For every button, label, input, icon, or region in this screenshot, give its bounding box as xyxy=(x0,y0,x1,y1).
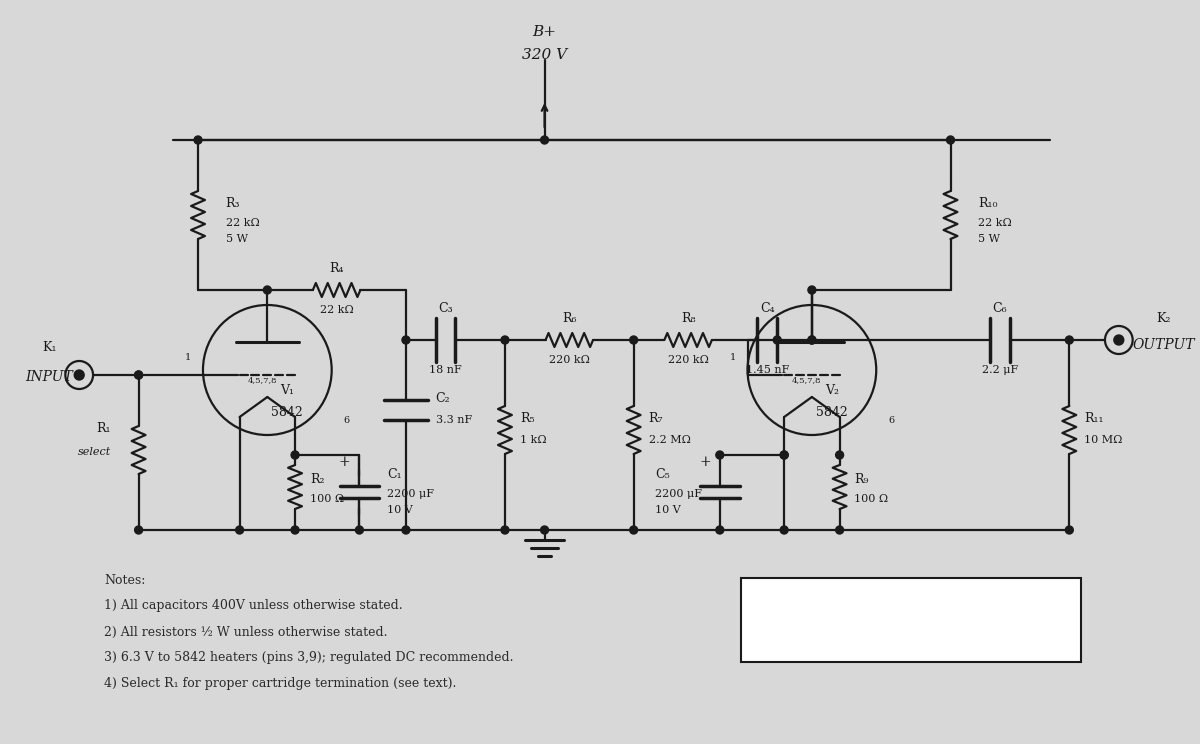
Text: 6: 6 xyxy=(343,415,349,425)
Circle shape xyxy=(630,526,637,534)
Text: INPUT: INPUT xyxy=(25,370,73,384)
Text: 2200 μF: 2200 μF xyxy=(388,489,434,499)
Circle shape xyxy=(355,526,364,534)
Circle shape xyxy=(835,526,844,534)
Circle shape xyxy=(194,136,202,144)
Text: R₆: R₆ xyxy=(562,312,576,324)
Circle shape xyxy=(630,336,637,344)
Text: C₃: C₃ xyxy=(438,301,452,315)
Circle shape xyxy=(773,336,781,344)
Circle shape xyxy=(500,336,509,344)
Text: 1) All capacitors 400V unless otherwise stated.: 1) All capacitors 400V unless otherwise … xyxy=(104,600,402,612)
Text: R₅: R₅ xyxy=(520,411,534,425)
Text: 220 kΩ: 220 kΩ xyxy=(667,355,708,365)
Text: K₁: K₁ xyxy=(42,341,56,353)
Text: 100 Ω: 100 Ω xyxy=(854,494,888,504)
FancyBboxPatch shape xyxy=(740,578,1081,662)
Circle shape xyxy=(540,136,548,144)
Circle shape xyxy=(947,136,954,144)
Text: 10 V: 10 V xyxy=(655,505,682,515)
Text: 220 kΩ: 220 kΩ xyxy=(548,355,589,365)
Text: 5842: 5842 xyxy=(816,405,847,418)
Text: C₅: C₅ xyxy=(655,467,670,481)
Text: select: select xyxy=(78,447,110,457)
Text: 4,5,7,8: 4,5,7,8 xyxy=(247,376,277,384)
Text: 22 kΩ: 22 kΩ xyxy=(978,218,1012,228)
Text: OUTPUT: OUTPUT xyxy=(1132,338,1195,352)
Text: 10 MΩ: 10 MΩ xyxy=(1084,435,1122,445)
Circle shape xyxy=(263,286,271,294)
Text: R₁₁: R₁₁ xyxy=(1084,411,1104,425)
Text: 2) All resistors ½ W unless otherwise stated.: 2) All resistors ½ W unless otherwise st… xyxy=(104,626,388,638)
Text: C₆: C₆ xyxy=(992,301,1007,315)
Text: 2.2 μF: 2.2 μF xyxy=(982,365,1018,375)
Text: C₂: C₂ xyxy=(436,391,450,405)
Circle shape xyxy=(780,451,788,459)
Text: 4) Select R₁ for proper cartridge termination (see text).: 4) Select R₁ for proper cartridge termin… xyxy=(104,678,456,690)
Circle shape xyxy=(780,451,788,459)
Text: R₄: R₄ xyxy=(329,261,344,275)
Text: 1: 1 xyxy=(185,353,191,362)
Circle shape xyxy=(1114,335,1123,345)
Circle shape xyxy=(402,336,410,344)
Text: 1: 1 xyxy=(730,353,736,362)
Text: +: + xyxy=(700,455,710,469)
Text: 2200 μF: 2200 μF xyxy=(655,489,702,499)
Text: 1.45 nF: 1.45 nF xyxy=(745,365,790,375)
Text: 22 kΩ: 22 kΩ xyxy=(319,305,354,315)
Circle shape xyxy=(292,451,299,459)
Text: 22 kΩ: 22 kΩ xyxy=(226,218,259,228)
Text: R₂: R₂ xyxy=(310,472,324,486)
Text: 5 W: 5 W xyxy=(978,234,1001,244)
Circle shape xyxy=(134,371,143,379)
Text: B+: B+ xyxy=(533,25,557,39)
Circle shape xyxy=(134,371,143,379)
Text: Model TPA-103, © 2001: Model TPA-103, © 2001 xyxy=(827,601,996,615)
Circle shape xyxy=(808,336,816,344)
Text: V₁: V₁ xyxy=(280,383,294,397)
Circle shape xyxy=(780,526,788,534)
Circle shape xyxy=(835,451,844,459)
Text: 18 nF: 18 nF xyxy=(430,365,462,375)
Text: Tritschler Precision Audio: Tritschler Precision Audio xyxy=(818,627,1003,641)
Circle shape xyxy=(1066,336,1073,344)
Text: 3) 6.3 V to 5842 heaters (pins 3,9); regulated DC recommended.: 3) 6.3 V to 5842 heaters (pins 3,9); reg… xyxy=(104,652,514,664)
Circle shape xyxy=(402,526,410,534)
Circle shape xyxy=(1066,526,1073,534)
Text: 5 W: 5 W xyxy=(226,234,247,244)
Circle shape xyxy=(540,526,548,534)
Text: +: + xyxy=(338,455,350,469)
Text: 3.3 nF: 3.3 nF xyxy=(436,415,472,425)
Text: 100 Ω: 100 Ω xyxy=(310,494,344,504)
Text: R₉: R₉ xyxy=(854,472,869,486)
Text: R₁₀: R₁₀ xyxy=(978,196,997,210)
Text: 320 V: 320 V xyxy=(522,48,568,62)
Circle shape xyxy=(808,286,816,294)
Circle shape xyxy=(808,336,816,344)
Text: R₈: R₈ xyxy=(680,312,695,324)
Text: R₃: R₃ xyxy=(226,196,240,210)
Text: R₇: R₇ xyxy=(648,411,664,425)
Text: Notes:: Notes: xyxy=(104,574,145,586)
Text: V₂: V₂ xyxy=(824,383,839,397)
Text: 6: 6 xyxy=(888,415,894,425)
Circle shape xyxy=(74,370,84,380)
Text: C₁: C₁ xyxy=(388,467,402,481)
Text: 10 V: 10 V xyxy=(388,505,413,515)
Text: 2.2 MΩ: 2.2 MΩ xyxy=(648,435,690,445)
Circle shape xyxy=(716,526,724,534)
Text: 5842: 5842 xyxy=(271,405,304,418)
Circle shape xyxy=(292,526,299,534)
Text: C₄: C₄ xyxy=(760,301,775,315)
Circle shape xyxy=(716,451,724,459)
Text: R₁: R₁ xyxy=(96,422,110,434)
Circle shape xyxy=(500,526,509,534)
Text: K₂: K₂ xyxy=(1156,312,1171,324)
Circle shape xyxy=(235,526,244,534)
Text: 4,5,7,8: 4,5,7,8 xyxy=(792,376,822,384)
Circle shape xyxy=(134,526,143,534)
Text: 1 kΩ: 1 kΩ xyxy=(520,435,546,445)
